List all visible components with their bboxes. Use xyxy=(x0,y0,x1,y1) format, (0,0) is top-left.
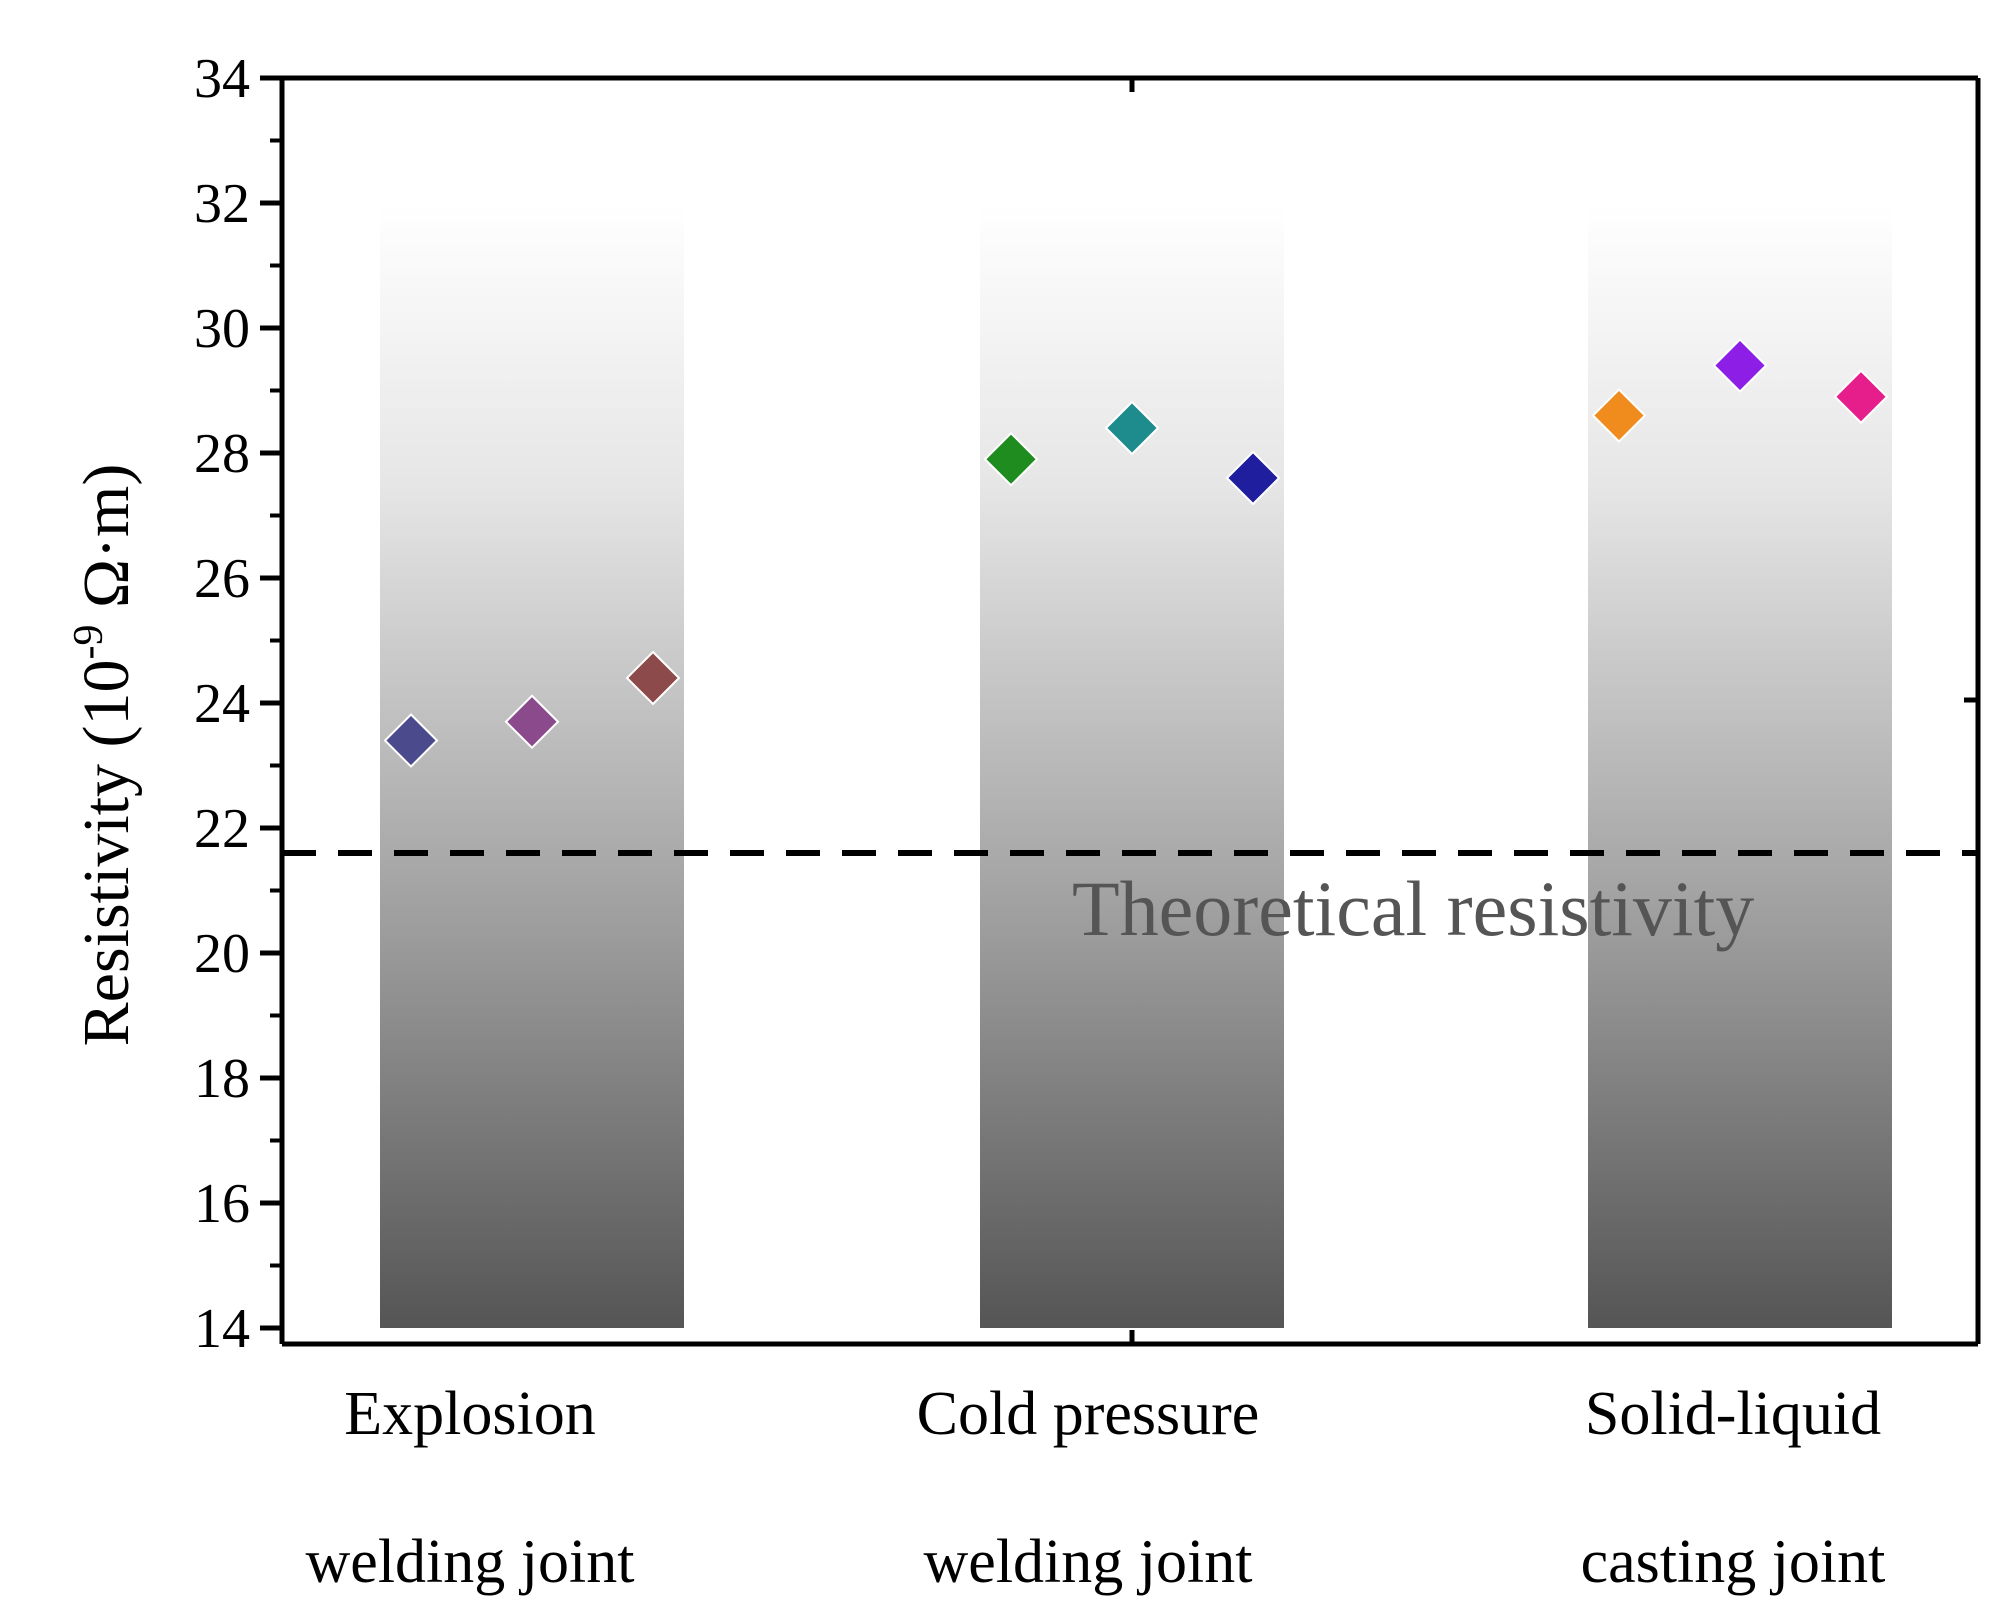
y-tick-label-5: 24 xyxy=(194,673,250,735)
axes xyxy=(260,75,1981,1347)
category-label-0-line-0: Explosion xyxy=(344,1380,595,1448)
background-bars xyxy=(380,203,1892,1328)
y-tick-label-10: 34 xyxy=(194,48,250,110)
data-point-3 xyxy=(983,431,1039,487)
category-label-0-line-1: welding joint xyxy=(306,1528,635,1596)
data-point-2 xyxy=(625,650,681,706)
data-point-5 xyxy=(1225,450,1281,506)
data-points xyxy=(383,338,1889,768)
category-label-2-line-0: Solid-liquid xyxy=(1585,1380,1881,1448)
data-point-7 xyxy=(1712,338,1768,393)
reference-line-group: Theoretical resistivity xyxy=(282,850,1978,952)
y-axis-title: Resistivity (10-9 Ω·m) xyxy=(66,464,143,1047)
data-point-8 xyxy=(1833,369,1889,425)
y-tick-label-9: 32 xyxy=(194,173,250,235)
data-point-0 xyxy=(383,713,439,768)
y-tick-label-2: 18 xyxy=(194,1048,250,1110)
category-label-2-line-1: casting joint xyxy=(1581,1528,1886,1596)
y-tick-label-3: 20 xyxy=(194,923,250,985)
background-bar-0 xyxy=(380,203,684,1328)
category-label-1-line-1: welding joint xyxy=(924,1528,1253,1596)
data-point-4 xyxy=(1104,400,1160,456)
category-label-1-line-0: Cold pressure xyxy=(917,1380,1260,1448)
y-tick-label-0: 14 xyxy=(194,1298,250,1360)
y-tick-label-7: 28 xyxy=(194,423,250,485)
axis-labels: 14 16 18 20 22 24 26 28 30 32 34 Explosion welding j… xyxy=(194,48,1885,1596)
y-tick-label-6: 26 xyxy=(194,548,250,610)
data-point-6 xyxy=(1591,388,1647,443)
y-tick-label-4: 22 xyxy=(194,798,250,860)
background-bar-1 xyxy=(980,203,1284,1328)
y-tick-label-8: 30 xyxy=(194,298,250,360)
data-point-1 xyxy=(504,694,560,750)
y-tick-label-1: 16 xyxy=(194,1173,250,1235)
reference-line-label: Theoretical resistivity xyxy=(1072,865,1754,952)
